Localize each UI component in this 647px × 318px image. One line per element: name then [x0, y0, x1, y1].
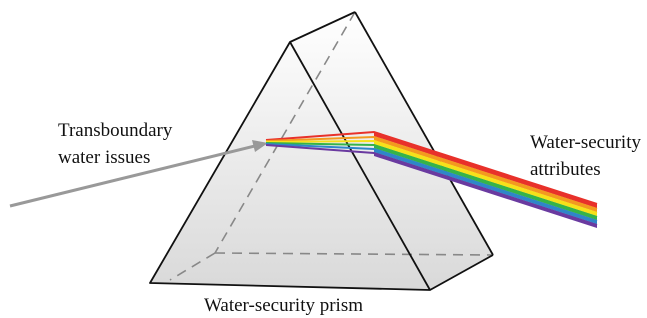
diagram: Transboundary water issues Water-securit…: [0, 0, 647, 318]
output-label: Water-security: [530, 132, 641, 153]
input-label: water issues: [58, 147, 150, 168]
prism-fill: [150, 12, 493, 290]
output-label: attributes: [530, 159, 601, 180]
prism-label: Water-security prism: [204, 295, 363, 316]
input-label: Transboundary: [58, 120, 173, 141]
